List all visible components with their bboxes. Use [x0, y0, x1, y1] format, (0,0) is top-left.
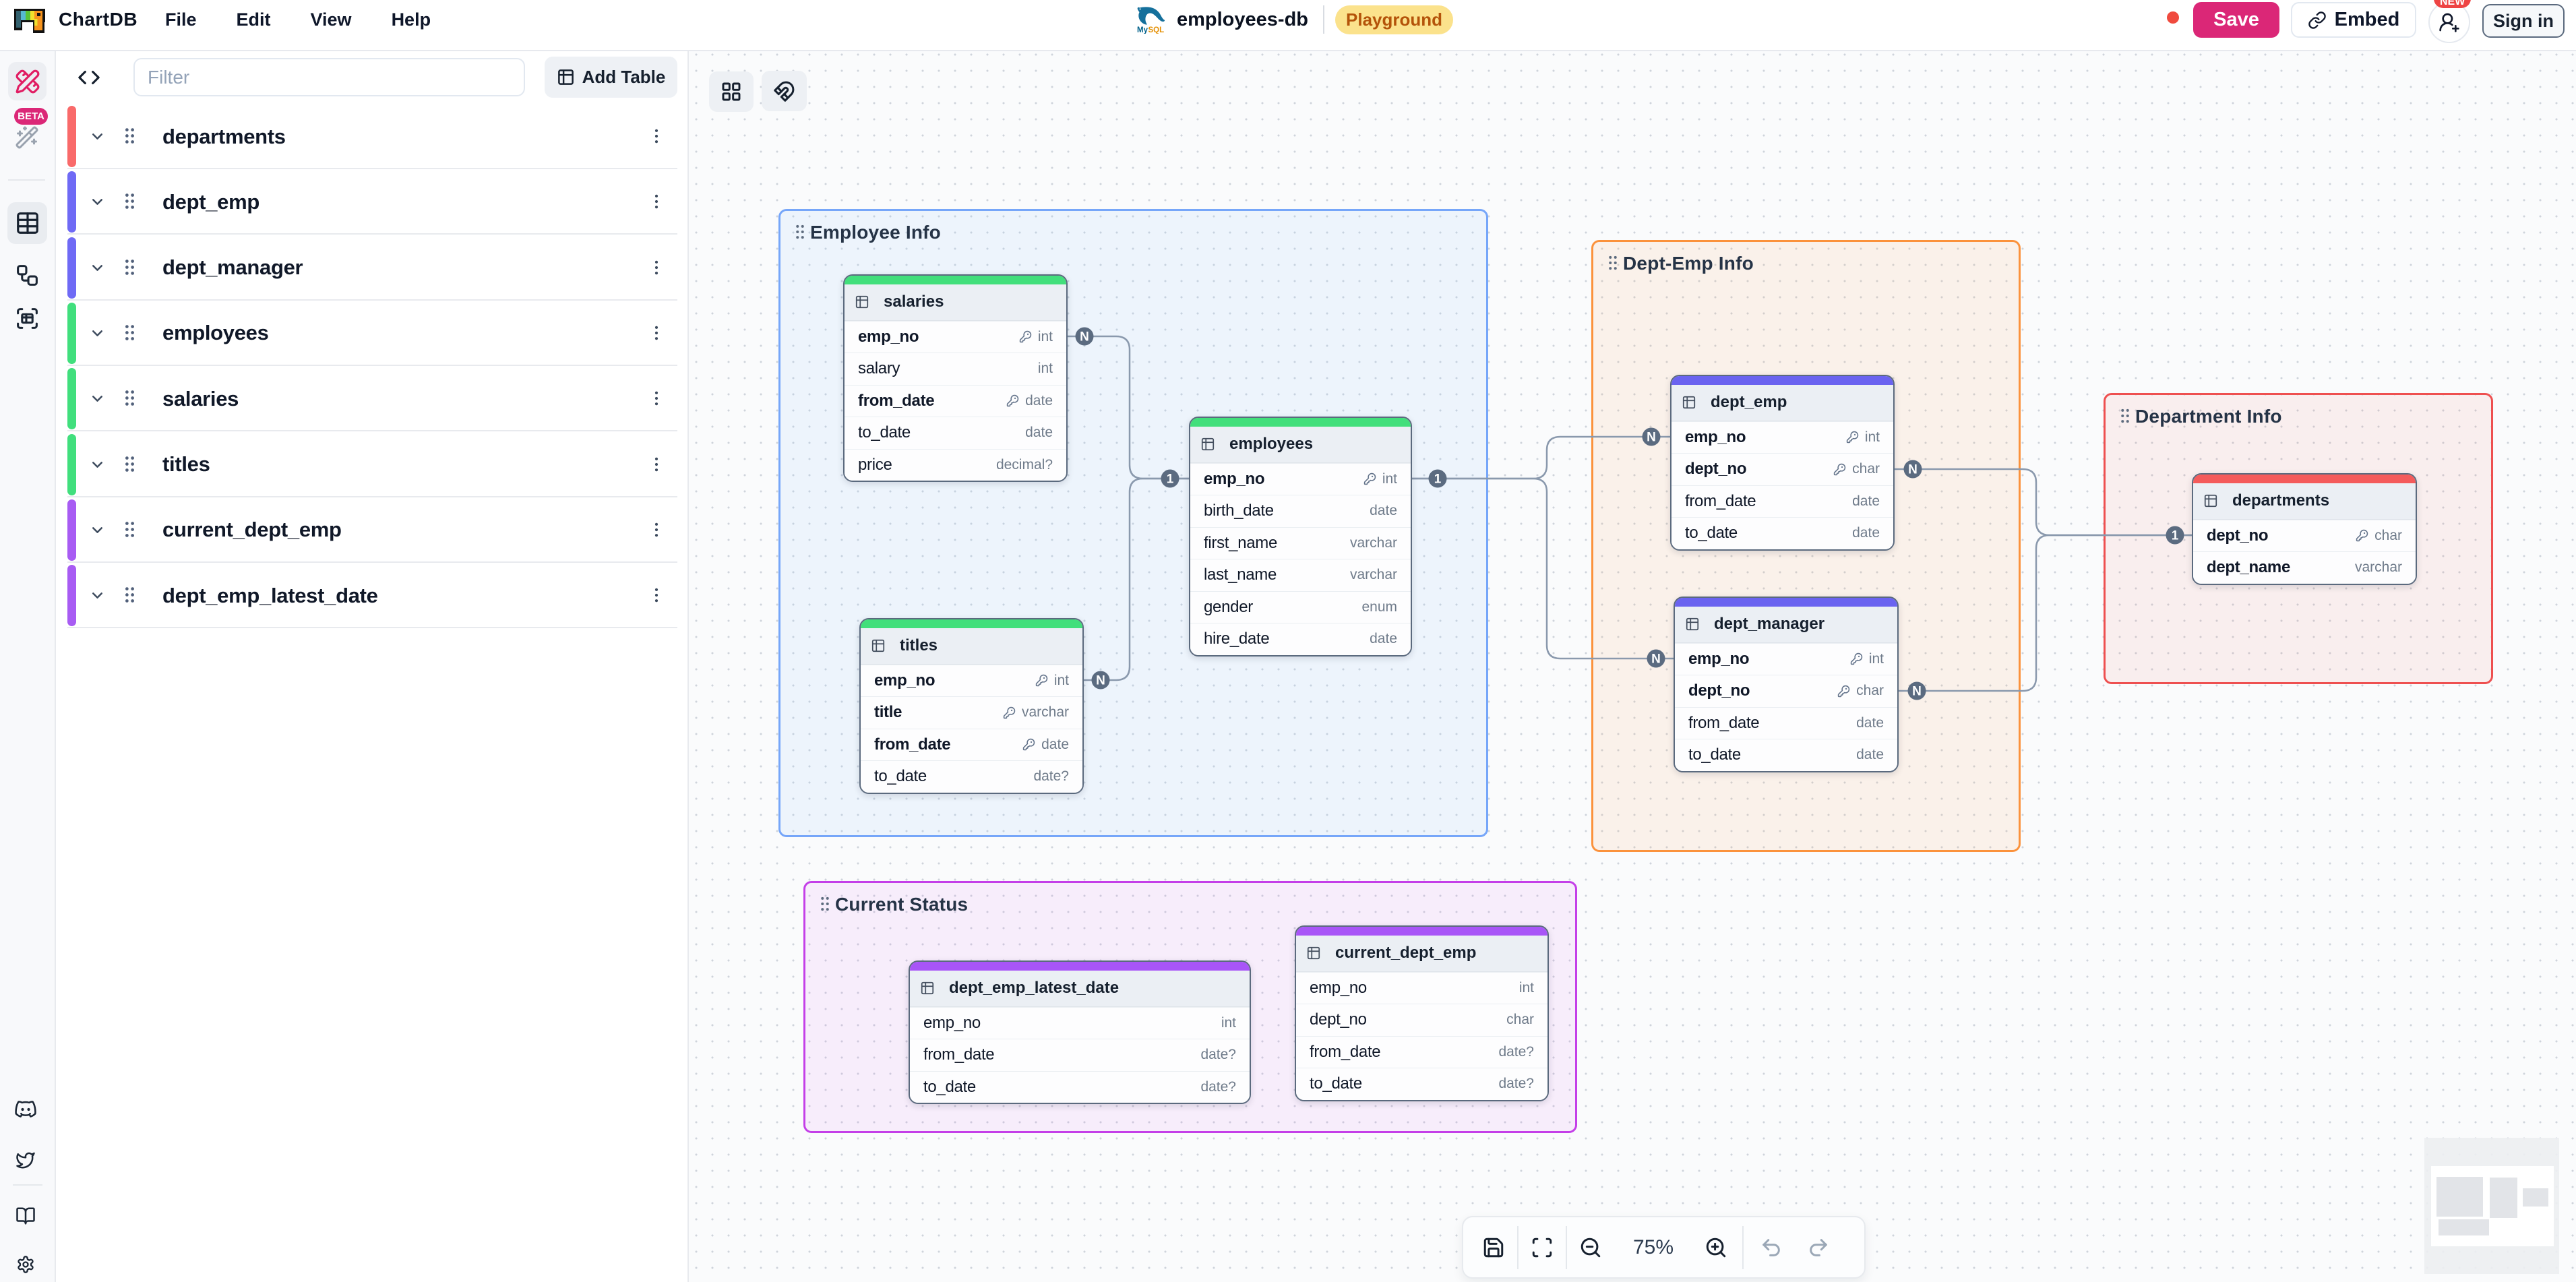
svg-text:N: N — [1647, 431, 1656, 445]
svg-text:N: N — [1912, 685, 1922, 699]
svg-text:N: N — [1080, 330, 1089, 344]
svg-text:N: N — [1908, 463, 1918, 477]
svg-text:N: N — [1651, 652, 1661, 667]
svg-text:1: 1 — [2172, 529, 2179, 543]
svg-text:SQL: SQL — [1148, 26, 1165, 34]
svg-text:My: My — [1137, 26, 1148, 34]
svg-text:1: 1 — [1167, 472, 1174, 487]
svg-text:N: N — [1096, 674, 1105, 688]
svg-text:1: 1 — [1434, 472, 1442, 487]
